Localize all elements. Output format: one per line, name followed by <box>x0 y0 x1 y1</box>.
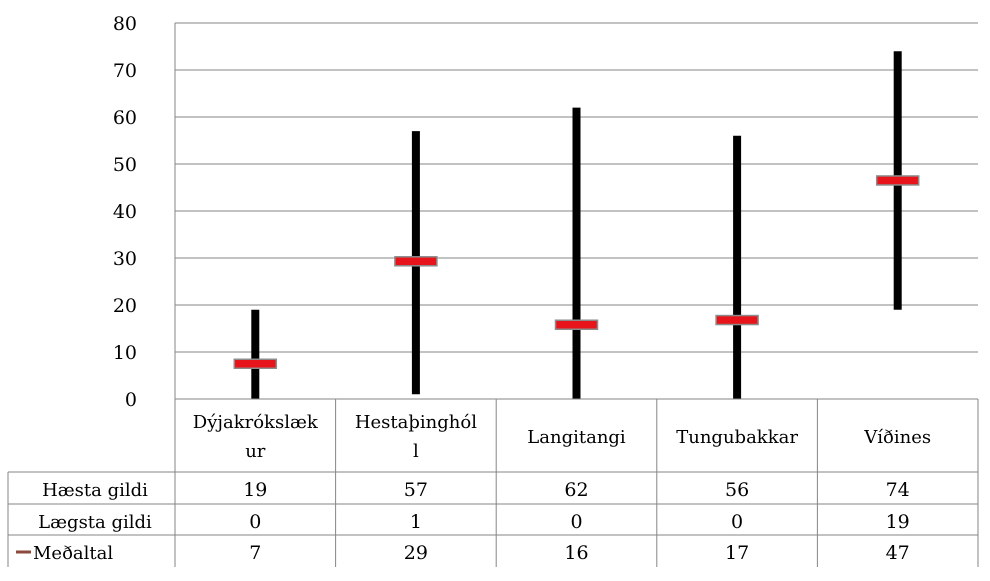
y-axis: 0 10 20 30 40 50 60 70 80 <box>113 13 137 411</box>
y-tick-label: 60 <box>113 107 137 129</box>
table-cell: 16 <box>564 542 588 564</box>
table-cell: 17 <box>725 542 749 564</box>
category-label: l <box>413 441 419 462</box>
category-label: Hestaþinghól <box>355 412 477 433</box>
y-tick-label: 50 <box>113 154 137 176</box>
table-cell: 1 <box>410 511 422 533</box>
mean-marker <box>554 319 599 330</box>
row-label: Lægsta gildi <box>38 512 152 533</box>
mean-markers <box>233 175 920 369</box>
table-cell: 7 <box>249 542 261 564</box>
category-label: ur <box>245 441 266 462</box>
table-cell: 57 <box>404 479 428 501</box>
mean-marker <box>715 314 759 326</box>
table-cell: 56 <box>725 479 749 501</box>
data-table: Dýjakrókslæk ur Hestaþinghól l Langitangi Tun… <box>7 398 979 567</box>
table-cell: 19 <box>243 479 267 501</box>
table-cell: 19 <box>886 511 910 533</box>
mean-marker <box>394 256 438 267</box>
y-tick-label: 40 <box>113 201 137 223</box>
row-label: Meðaltal <box>33 543 113 564</box>
table-cell: 0 <box>731 511 743 533</box>
table-cell: 0 <box>249 511 261 533</box>
y-tick-label: 20 <box>113 295 137 317</box>
category-label: Langitangi <box>527 427 626 448</box>
mean-marker <box>875 175 920 186</box>
category-label: Tungubakkar <box>676 427 798 448</box>
category-label: Dýjakrókslæk <box>193 412 319 433</box>
category-label: Víðines <box>863 427 931 448</box>
table-cell: 0 <box>570 511 582 533</box>
y-tick-label: 10 <box>113 342 137 364</box>
row-label: Hæsta gildi <box>42 480 148 501</box>
range-lines <box>251 51 902 399</box>
table-cell: 29 <box>404 542 428 564</box>
y-tick-label: 70 <box>113 60 137 82</box>
table-cell: 47 <box>886 542 910 564</box>
table-cell: 74 <box>886 479 910 501</box>
y-tick-label: 0 <box>125 389 137 411</box>
mean-marker <box>233 358 278 369</box>
y-tick-label: 30 <box>113 248 137 270</box>
table-cell: 62 <box>564 479 588 501</box>
y-tick-label: 80 <box>113 13 137 35</box>
